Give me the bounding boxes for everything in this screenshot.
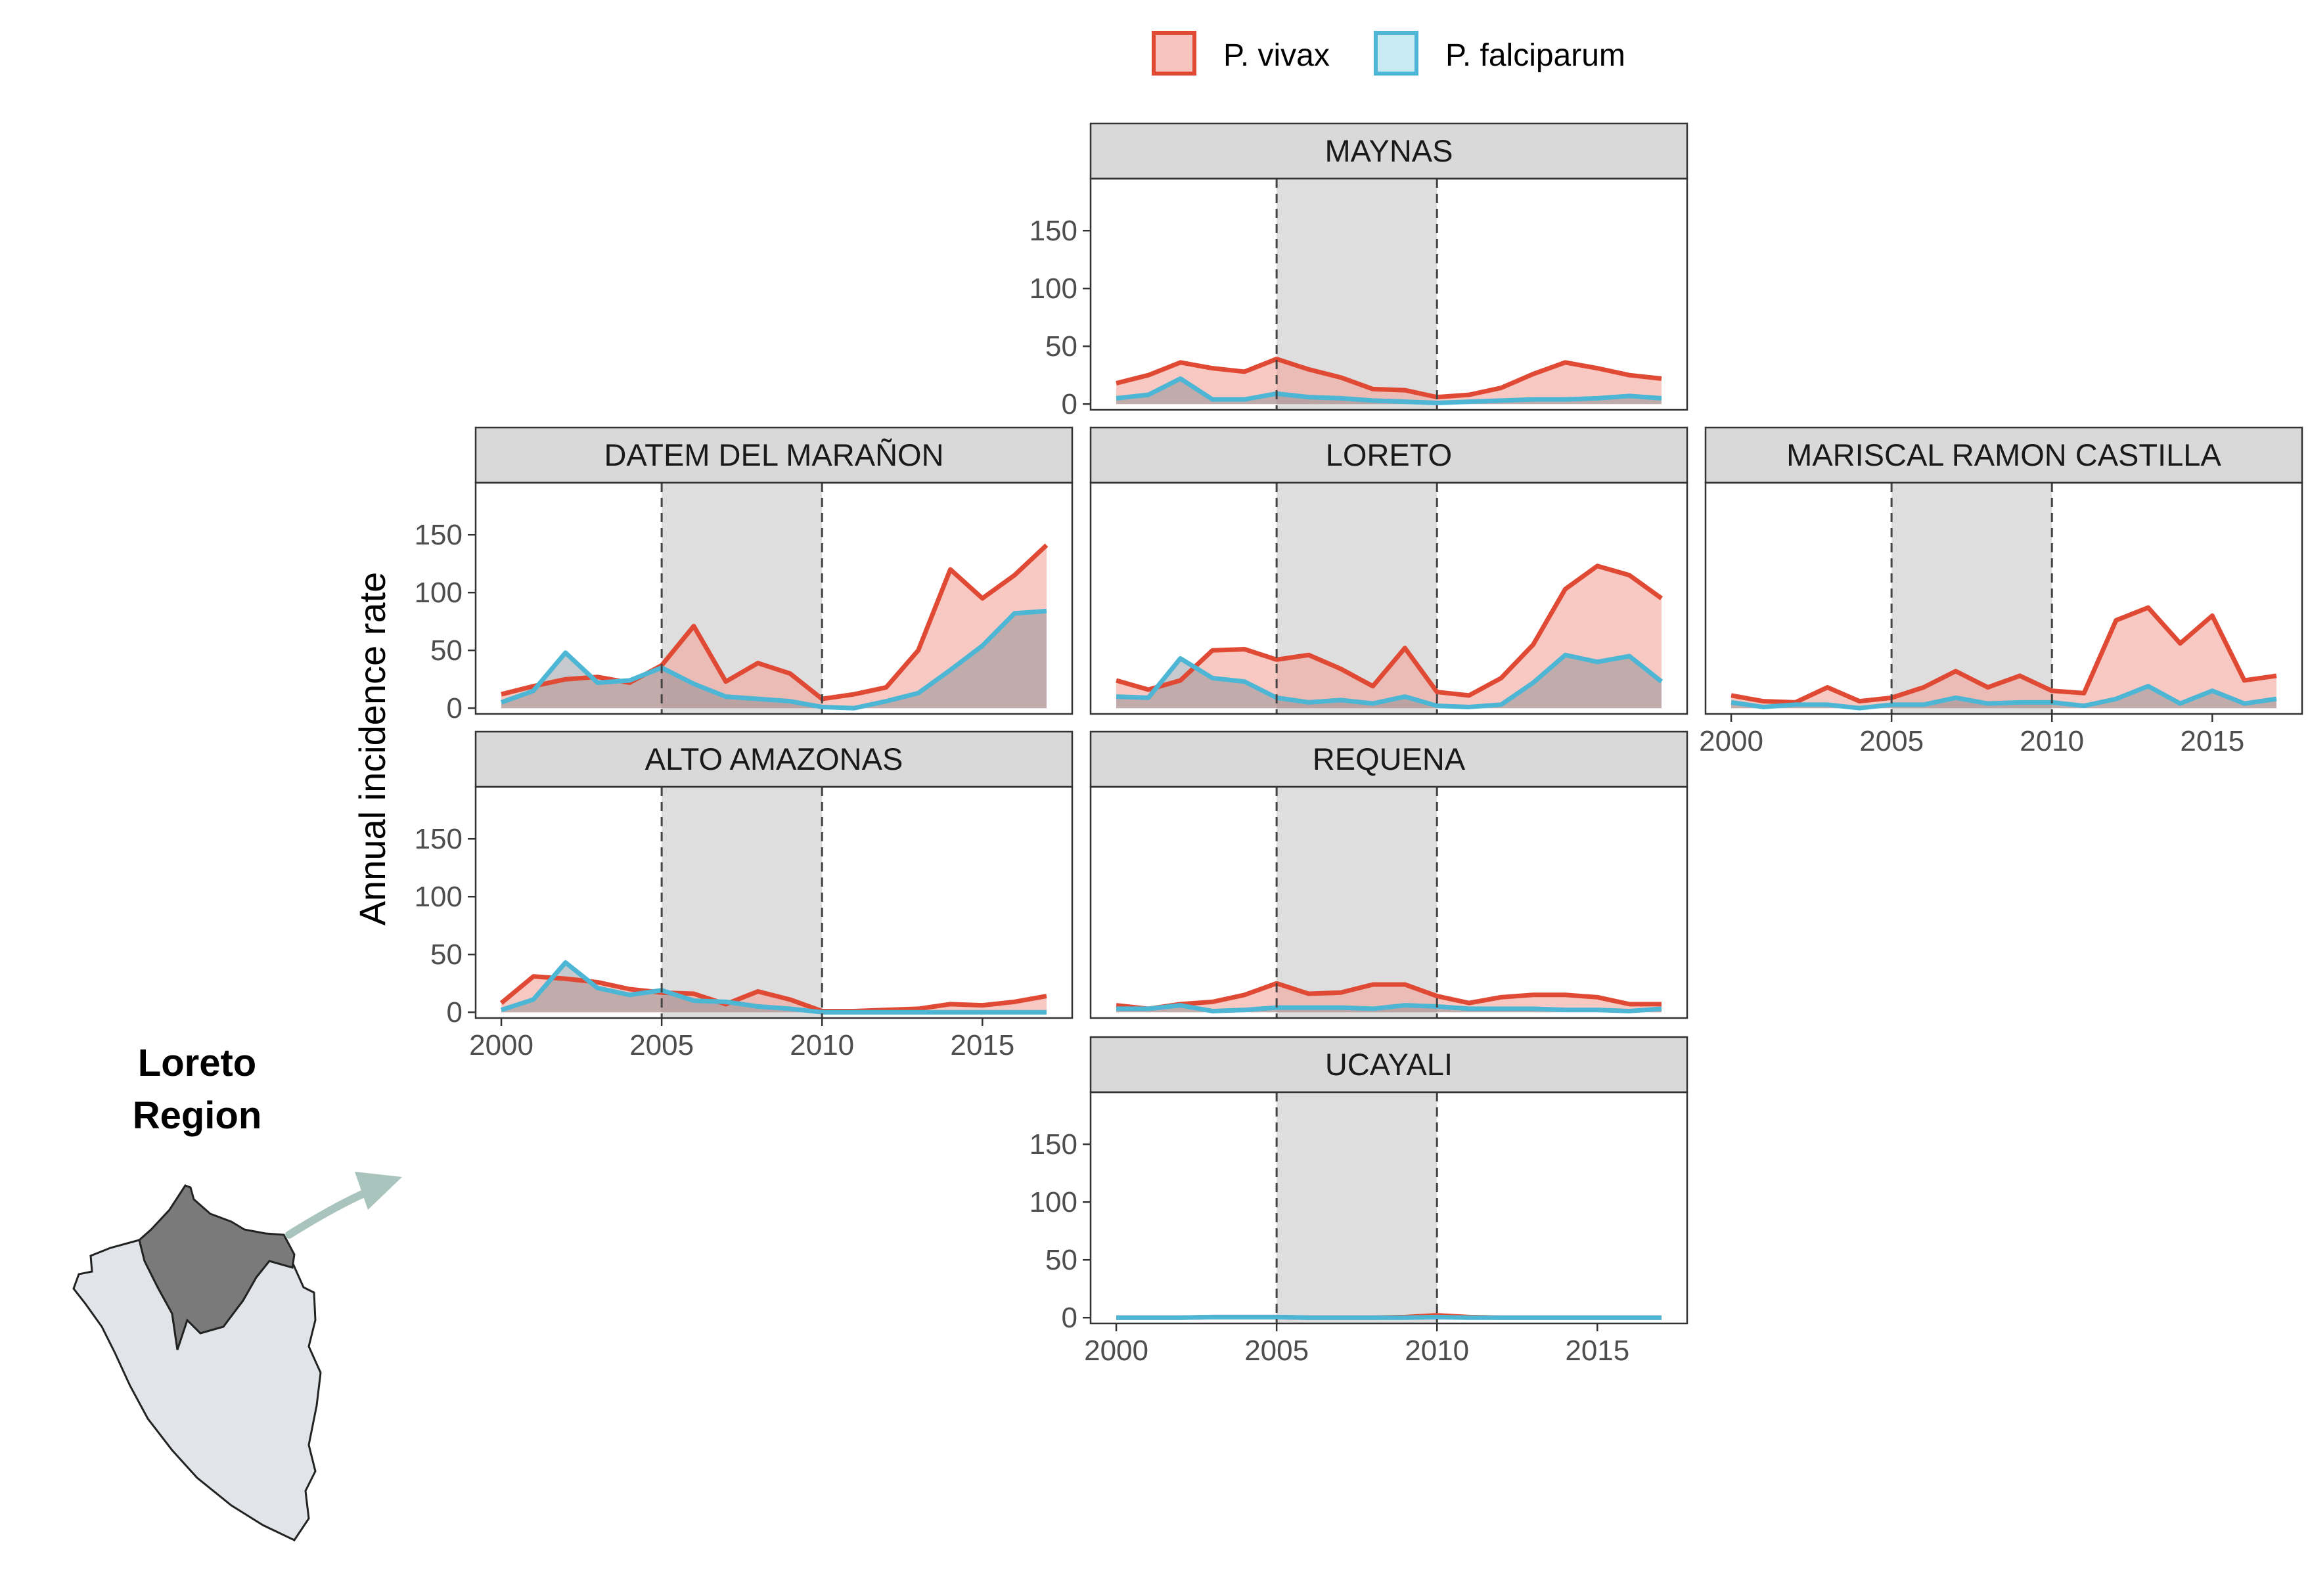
panel-frame	[1089, 481, 1688, 715]
panel-strip	[1089, 122, 1688, 180]
legend-key-falciparum	[1374, 31, 1418, 76]
vivax-area	[1731, 608, 2276, 709]
vivax-area	[501, 976, 1047, 1013]
panel-title: MARISCAL RAMON CASTILLA	[1786, 437, 2221, 472]
y-tick-label: 150	[1030, 1128, 1077, 1161]
falciparum-series-line	[1116, 1003, 1662, 1013]
vivax-area	[1116, 983, 1662, 1013]
peru-map-inset: Loreto Region	[72, 1042, 402, 1541]
panel-frame	[1089, 786, 1688, 1019]
y-tick-label: 50	[1045, 1244, 1077, 1276]
panel-frame	[474, 786, 1074, 1019]
vivax-series-line	[1116, 357, 1662, 400]
legend: P. vivax P. falciparum	[1152, 31, 1625, 76]
x-tick-label: 2010	[1405, 1335, 1469, 1367]
falciparum-series-line	[1731, 684, 2277, 711]
panel-mariscal-ramon-castilla: MARISCAL RAMON CASTILLA 2000 2005 2010 2015	[1699, 426, 2303, 757]
panel-title: REQUENA	[1313, 742, 1466, 776]
intervention-period-band	[662, 787, 823, 1018]
panel-title: DATEM DEL MARAÑON	[604, 437, 943, 472]
panel-frame	[1089, 1091, 1688, 1325]
y-tick-label: 0	[1062, 1302, 1077, 1334]
y-tick-label: 100	[415, 577, 463, 609]
y-tick-label: 0	[447, 996, 463, 1029]
x-tick-label: 2010	[790, 1029, 854, 1061]
y-tick-label: 50	[430, 634, 463, 667]
y-tick-label: 50	[430, 939, 463, 971]
y-tick-label: 150	[415, 823, 463, 855]
x-tick-label: 2000	[1699, 725, 1763, 757]
panel-title: UCAYALI	[1325, 1047, 1453, 1082]
region-label-line2: Region	[133, 1094, 262, 1137]
x-tick-label: 2015	[950, 1029, 1014, 1061]
falciparum-area	[1116, 378, 1662, 405]
y-tick-label: 150	[1030, 215, 1077, 247]
panel-title: ALTO AMAZONAS	[645, 742, 903, 776]
panel-title: MAYNAS	[1325, 133, 1453, 168]
panel-ucayali: UCAYALI 0 50 100 150 2000 2005 2010 2015	[1030, 1036, 1688, 1367]
panel-strip	[1089, 426, 1688, 484]
x-tick-label: 2015	[2180, 725, 2244, 757]
panel-datem-del-mara-on: DATEM DEL MARAÑON 0 50 100 150	[415, 426, 1074, 724]
y-tick-label: 100	[1030, 1186, 1077, 1218]
y-tick-label: 150	[415, 519, 463, 551]
panel-loreto: LORETO	[1089, 426, 1688, 715]
vivax-series-line	[1116, 564, 1663, 698]
legend-key-vivax	[1152, 31, 1196, 76]
x-tick-label: 2000	[1084, 1335, 1148, 1367]
panel-strip	[474, 426, 1074, 484]
arrow-head-icon	[355, 1172, 402, 1210]
panel-maynas: MAYNAS 0 50 100 150	[1030, 122, 1688, 420]
falciparum-area	[501, 962, 1047, 1013]
x-tick-label: 2005	[1859, 725, 1924, 757]
panel-title: LORETO	[1326, 437, 1452, 472]
panel-strip	[474, 730, 1074, 788]
vivax-area	[501, 545, 1047, 709]
falciparum-series-line	[1116, 376, 1662, 405]
falciparum-area	[501, 611, 1047, 709]
intervention-period-band	[1277, 1092, 1437, 1323]
panel-frame	[1089, 177, 1688, 411]
y-tick-label: 0	[1062, 388, 1077, 420]
falciparum-area	[1116, 655, 1662, 709]
intervention-period-band	[1277, 787, 1437, 1018]
x-tick-label: 2015	[1565, 1335, 1629, 1367]
y-axis-title: Annual incidence rate	[351, 572, 393, 926]
loreto-region-shape	[138, 1184, 296, 1350]
panel-frame	[474, 481, 1074, 715]
x-tick-label: 2005	[629, 1029, 694, 1061]
panel-alto-amazonas: ALTO AMAZONAS 0 50 100 150 2000 2005 2010 2015	[415, 730, 1074, 1061]
y-tick-label: 50	[1045, 330, 1077, 363]
falciparum-series-line	[500, 608, 1047, 711]
falciparum-series-line	[500, 960, 1047, 1015]
y-tick-label: 100	[1030, 273, 1077, 305]
panel-strip	[1089, 1036, 1688, 1094]
falciparum-series-line	[1116, 1314, 1662, 1320]
region-label-line1: Loreto	[138, 1042, 256, 1084]
legend-label-falciparum: P. falciparum	[1445, 38, 1625, 73]
legend-label-vivax: P. vivax	[1223, 38, 1330, 73]
y-tick-label: 100	[415, 881, 463, 913]
falciparum-series-line	[1116, 652, 1663, 709]
facet-panels: MAYNAS 0 50 100 150 DATEM DEL MARAÑON 0 50 100 15…	[415, 122, 2303, 1367]
panel-requena: REQUENA	[1089, 730, 1688, 1019]
vivax-series-line	[1116, 981, 1662, 1011]
x-tick-label: 2010	[2020, 725, 2084, 757]
vivax-area	[1116, 565, 1662, 709]
panel-strip	[1704, 426, 2303, 484]
vivax-series-line	[1731, 605, 2277, 705]
y-tick-label: 0	[447, 692, 463, 724]
x-tick-label: 2000	[469, 1029, 533, 1061]
panel-frame	[1704, 481, 2303, 715]
x-tick-label: 2005	[1244, 1335, 1309, 1367]
intervention-period-band	[1891, 483, 2052, 714]
